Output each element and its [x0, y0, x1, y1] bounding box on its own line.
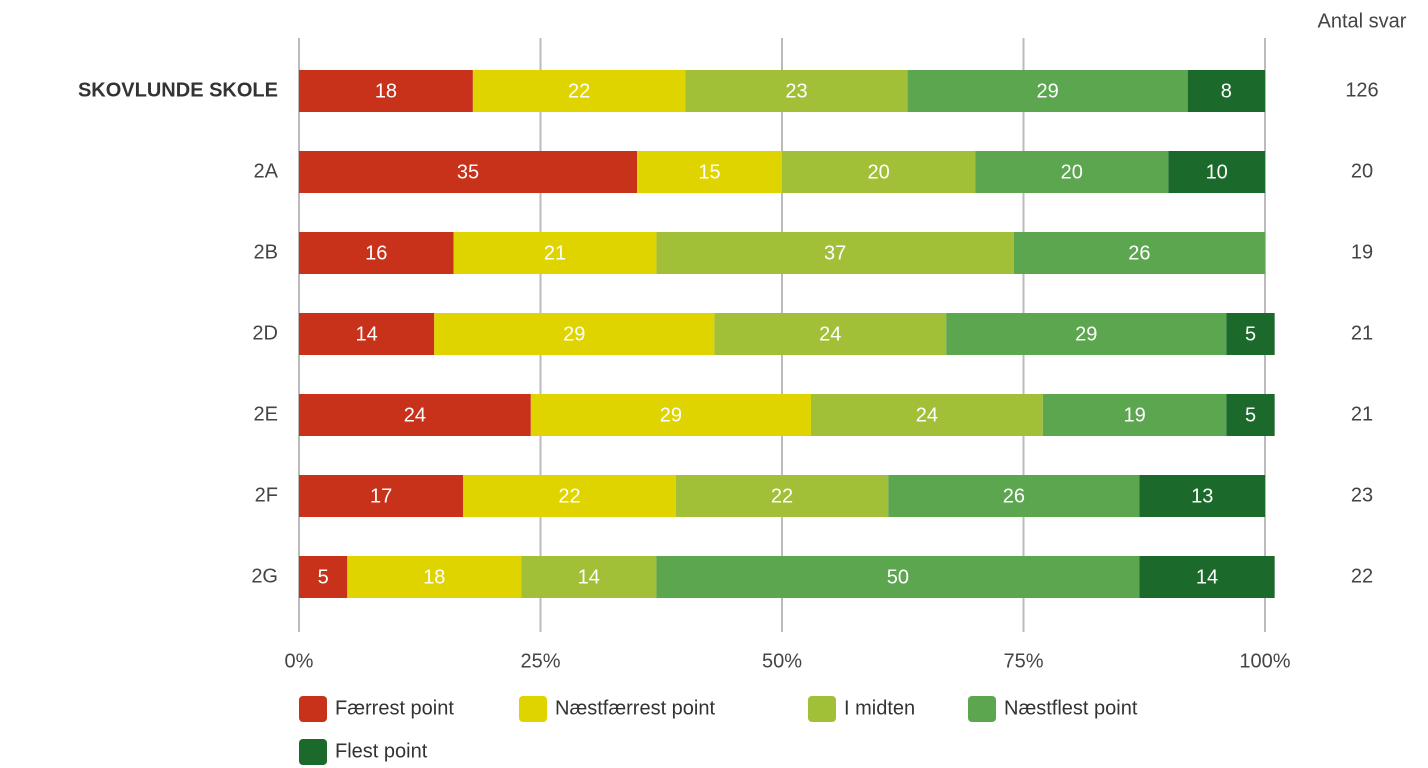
bar-segment [685, 70, 908, 112]
bar-segment [299, 70, 473, 112]
value-label: 15 [698, 161, 720, 183]
x-tick-label: 25% [520, 650, 560, 672]
count-label: 23 [1351, 484, 1373, 506]
value-label: 21 [544, 242, 566, 264]
value-label: 29 [1075, 323, 1097, 345]
category-label: SKOVLUNDE SKOLE [78, 79, 278, 101]
legend-label: Flest point [335, 740, 428, 762]
count-label: 21 [1351, 403, 1373, 425]
value-label: 22 [771, 485, 793, 507]
category-label: 2D [252, 322, 278, 344]
value-label: 50 [887, 566, 909, 588]
bar-segment [810, 394, 1043, 436]
bar-segment [1139, 475, 1265, 517]
value-label: 14 [1196, 566, 1218, 588]
bar-segment [1187, 70, 1265, 112]
legend-swatch [808, 696, 836, 722]
bar-segment [907, 70, 1188, 112]
legend-label: Færrest point [335, 697, 454, 719]
value-label: 19 [1123, 404, 1145, 426]
legend-label: Næstfærrest point [555, 697, 715, 719]
bar-segment [637, 151, 782, 193]
value-label: 10 [1206, 161, 1228, 183]
x-tick-label: 75% [1003, 650, 1043, 672]
count-label: 21 [1351, 322, 1373, 344]
legend-label: Næstflest point [1004, 697, 1138, 719]
bar-segment [299, 556, 348, 598]
value-label: 17 [370, 485, 392, 507]
count-label: 126 [1345, 79, 1378, 101]
legend-swatch [968, 696, 996, 722]
bar-segment [299, 151, 638, 193]
value-label: 5 [318, 566, 329, 588]
bar-segment [434, 313, 715, 355]
value-label: 24 [916, 404, 938, 426]
category-label: 2B [254, 241, 278, 263]
category-label: 2F [255, 484, 278, 506]
bar-segment [530, 394, 811, 436]
category-label: 2E [254, 403, 278, 425]
value-label: 18 [375, 80, 397, 102]
bar-segment [299, 313, 435, 355]
bar-segment [975, 151, 1169, 193]
value-label: 29 [1037, 80, 1059, 102]
count-label: 22 [1351, 565, 1373, 587]
bar-segment [1139, 556, 1275, 598]
value-label: 29 [563, 323, 585, 345]
category-label: 2G [251, 565, 278, 587]
bar-segment [299, 475, 464, 517]
value-label: 37 [824, 242, 846, 264]
value-label: 20 [867, 161, 889, 183]
value-label: 23 [785, 80, 807, 102]
value-label: 26 [1128, 242, 1150, 264]
x-tick-label: 100% [1239, 650, 1290, 672]
bar-segment [463, 475, 676, 517]
bar-segment [782, 151, 976, 193]
category-label: 2A [254, 160, 279, 182]
value-label: 5 [1245, 323, 1256, 345]
bar-segment [656, 232, 1014, 274]
bar-segment [521, 556, 657, 598]
count-label: 19 [1351, 241, 1373, 263]
count-label: 20 [1351, 160, 1373, 182]
bar-segment [453, 232, 657, 274]
value-label: 35 [457, 161, 479, 183]
value-label: 26 [1003, 485, 1025, 507]
value-label: 22 [568, 80, 590, 102]
value-label: 5 [1245, 404, 1256, 426]
value-label: 13 [1191, 485, 1213, 507]
value-label: 29 [660, 404, 682, 426]
bar-segment [299, 232, 454, 274]
value-label: 22 [558, 485, 580, 507]
x-tick-label: 50% [762, 650, 802, 672]
bar-segment [656, 556, 1140, 598]
bar-segment [299, 394, 531, 436]
bar-segment [347, 556, 522, 598]
bar-segment [1168, 151, 1265, 193]
bar-segment [1226, 394, 1275, 436]
bar-segment [888, 475, 1140, 517]
count-header: Antal svar [1318, 10, 1407, 32]
bar-segment [714, 313, 947, 355]
value-label: 20 [1061, 161, 1083, 183]
value-label: 24 [404, 404, 426, 426]
value-label: 16 [365, 242, 387, 264]
legend-label: I midten [844, 697, 915, 719]
bar-segment [946, 313, 1227, 355]
bar-segment [472, 70, 686, 112]
value-label: 24 [819, 323, 841, 345]
bar-segment [1013, 232, 1265, 274]
legend-swatch [519, 696, 547, 722]
value-label: 14 [578, 566, 600, 588]
bar-segment [1042, 394, 1227, 436]
x-tick-label: 0% [285, 650, 314, 672]
bar-segment [1226, 313, 1275, 355]
value-label: 14 [355, 323, 377, 345]
legend-swatch [299, 739, 327, 765]
bar-segment [675, 475, 889, 517]
value-label: 18 [423, 566, 445, 588]
legend-swatch [299, 696, 327, 722]
value-label: 8 [1221, 80, 1232, 102]
